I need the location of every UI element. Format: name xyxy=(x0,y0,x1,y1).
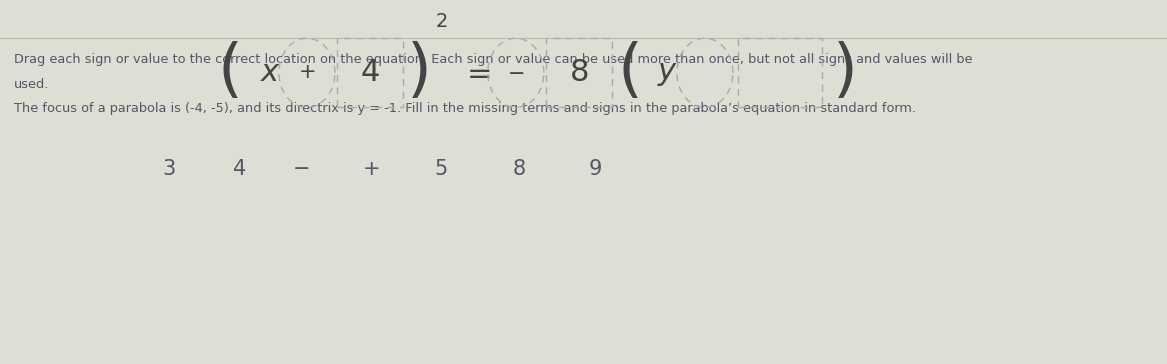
Text: $-$: $-$ xyxy=(508,63,524,82)
Text: $($: $($ xyxy=(617,42,638,103)
Text: $)$: $)$ xyxy=(406,42,427,103)
Text: 3: 3 xyxy=(162,159,176,179)
Text: $y$: $y$ xyxy=(657,57,678,88)
Text: $4$: $4$ xyxy=(361,57,379,88)
Text: 9: 9 xyxy=(588,159,602,179)
Bar xyxy=(738,38,822,107)
Text: $x$: $x$ xyxy=(260,57,281,88)
Text: $2$: $2$ xyxy=(435,13,447,31)
Text: $=$: $=$ xyxy=(461,57,491,88)
Bar xyxy=(546,38,612,107)
Text: $8$: $8$ xyxy=(569,57,588,88)
Text: −: − xyxy=(293,159,309,179)
Text: +: + xyxy=(362,159,380,179)
Text: 4: 4 xyxy=(232,159,246,179)
Text: 5: 5 xyxy=(434,159,448,179)
Text: $+$: $+$ xyxy=(299,63,315,82)
Text: $($: $($ xyxy=(217,42,238,103)
Text: used.: used. xyxy=(14,78,49,91)
Text: The focus of a parabola is (-4, -5), and its directrix is y = -1. Fill in the mi: The focus of a parabola is (-4, -5), and… xyxy=(14,102,916,115)
Text: 8: 8 xyxy=(512,159,526,179)
Text: $)$: $)$ xyxy=(832,42,853,103)
Bar xyxy=(337,38,403,107)
Text: Drag each sign or value to the correct location on the equation. Each sign or va: Drag each sign or value to the correct l… xyxy=(14,53,972,66)
